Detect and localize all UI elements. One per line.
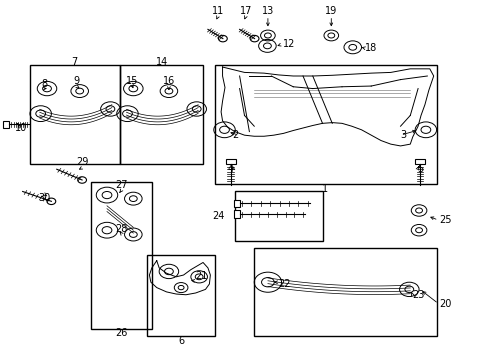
- Bar: [234, 191, 322, 241]
- Text: 3: 3: [400, 130, 406, 140]
- Text: 24: 24: [212, 211, 224, 221]
- Text: 15: 15: [126, 76, 138, 86]
- Text: 2: 2: [232, 130, 238, 140]
- Text: 17: 17: [239, 6, 252, 16]
- Text: 16: 16: [163, 76, 175, 86]
- Text: 29: 29: [76, 157, 89, 167]
- Text: 26: 26: [115, 328, 127, 338]
- Text: 8: 8: [41, 78, 47, 89]
- Bar: [233, 211, 239, 218]
- Text: 7: 7: [72, 57, 78, 67]
- Text: 25: 25: [439, 215, 451, 225]
- Text: 5: 5: [417, 164, 423, 174]
- Bar: [3, 121, 9, 128]
- Bar: [147, 255, 215, 336]
- Bar: [120, 65, 203, 164]
- Text: 1: 1: [321, 184, 327, 194]
- Text: 18: 18: [365, 43, 377, 53]
- Text: 9: 9: [73, 76, 79, 86]
- Text: 10: 10: [15, 123, 27, 133]
- Text: 21: 21: [195, 271, 208, 281]
- Text: 13: 13: [261, 6, 273, 16]
- Text: 20: 20: [439, 299, 451, 309]
- Text: 11: 11: [212, 6, 224, 16]
- Text: 6: 6: [178, 336, 184, 346]
- Bar: [233, 200, 239, 207]
- Text: 27: 27: [115, 180, 127, 190]
- Bar: [91, 182, 152, 329]
- Text: 12: 12: [282, 40, 294, 49]
- Bar: [414, 159, 424, 164]
- Bar: [215, 65, 436, 184]
- Text: 14: 14: [155, 57, 167, 67]
- Text: 22: 22: [278, 279, 290, 289]
- Text: 4: 4: [227, 164, 233, 174]
- Text: 23: 23: [412, 291, 424, 301]
- Text: 30: 30: [39, 193, 51, 203]
- Text: 28: 28: [115, 224, 127, 234]
- Bar: [225, 159, 235, 164]
- Bar: [30, 65, 120, 164]
- Text: 19: 19: [325, 6, 337, 16]
- Bar: [254, 248, 436, 336]
